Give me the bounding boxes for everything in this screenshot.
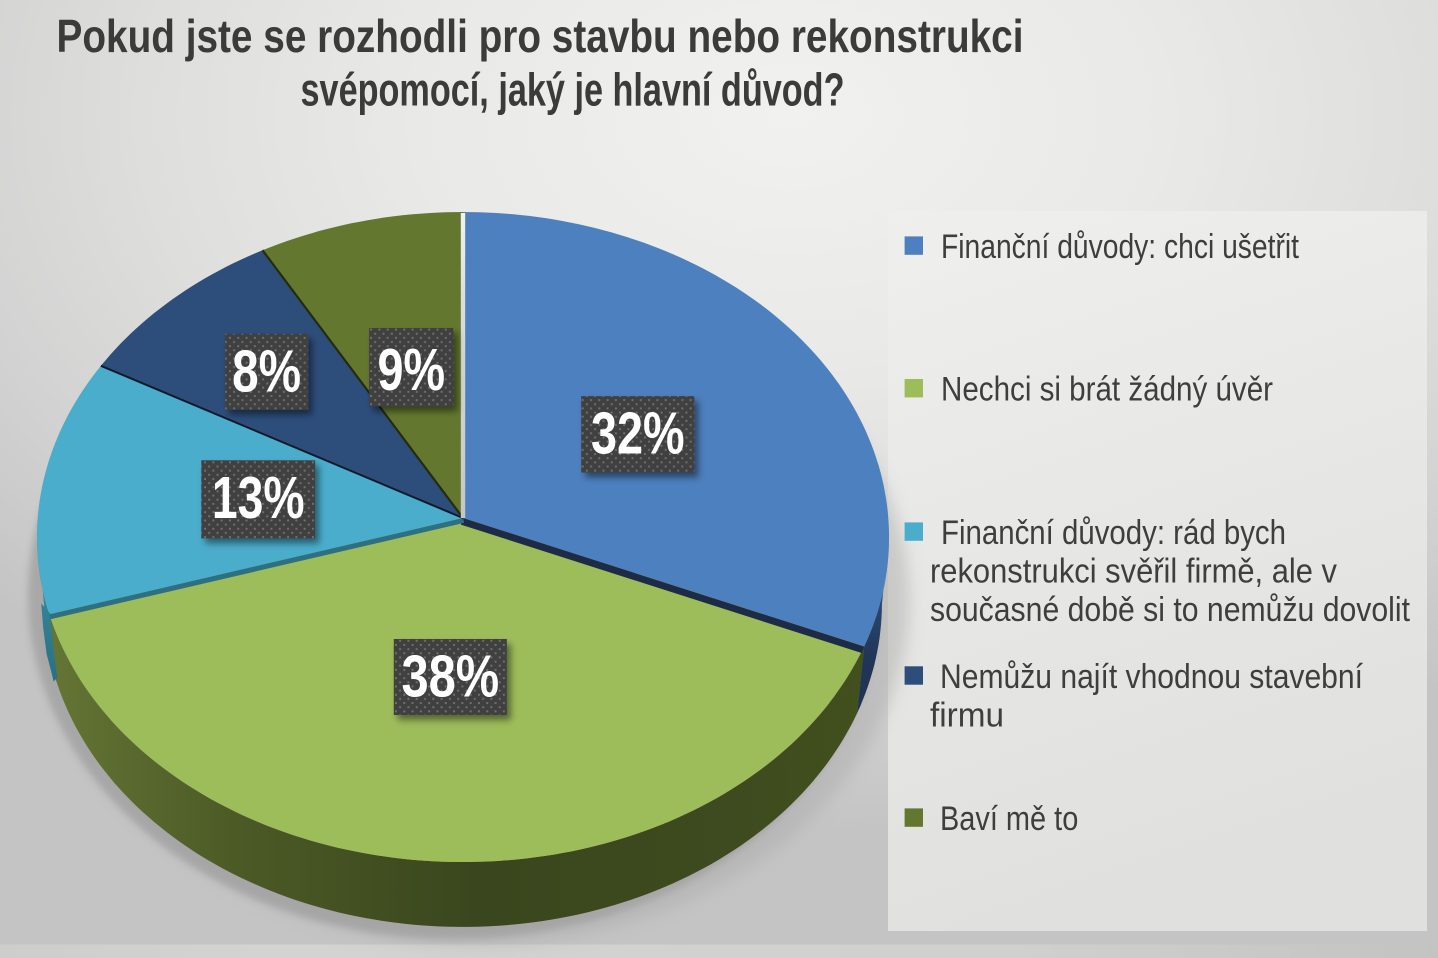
svg-text:Finanční důvody: rád bych: Finanční důvody: rád bych [941,514,1286,552]
svg-text:Pokud jste se rozhodli pro sta: Pokud jste se rozhodli pro stavbu nebo r… [57,10,1024,62]
svg-text:13%: 13% [212,465,305,531]
svg-text:Baví mě to: Baví mě to [940,800,1078,838]
svg-text:svépomocí, jaký je hlavní důvo: svépomocí, jaký je hlavní důvod? [301,64,845,116]
svg-text:současné době si to nemůžu dov: současné době si to nemůžu dovolit [930,591,1410,629]
svg-text:Finanční důvody: chci ušetřit: Finanční důvody: chci ušetřit [941,228,1299,266]
svg-text:firmu: firmu [930,697,1004,735]
svg-text:32%: 32% [591,401,685,467]
svg-text:Nechci si brát žádný úvěr: Nechci si brát žádný úvěr [941,371,1273,409]
svg-text:38%: 38% [402,644,500,710]
svg-text:rekonstrukci svěřil firmě, ale: rekonstrukci svěřil firmě, ale v [930,553,1337,591]
svg-text:8%: 8% [232,338,301,404]
svg-text:9%: 9% [378,337,446,403]
svg-text:Nemůžu najít vhodnou stavební: Nemůžu najít vhodnou stavební [940,658,1363,696]
